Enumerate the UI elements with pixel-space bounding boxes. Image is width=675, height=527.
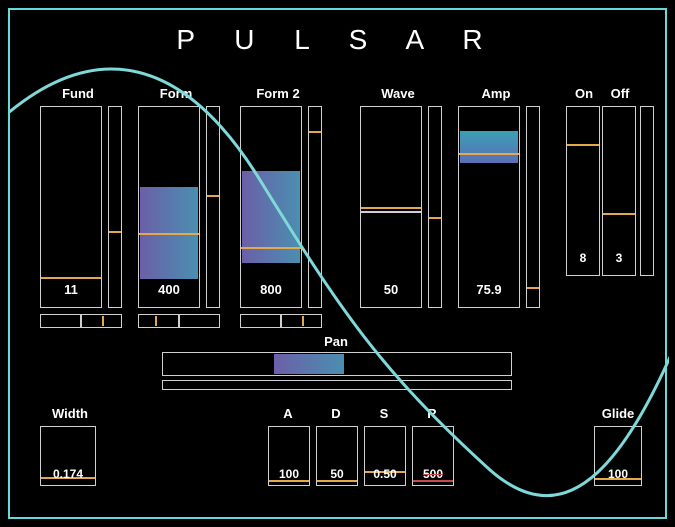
amp-fill (460, 131, 518, 163)
off-value: 3 (603, 251, 635, 265)
adsr-s-value: 0.50 (369, 467, 401, 481)
adsr-s-label: S (369, 406, 399, 421)
adsr-r-box[interactable]: 500 (412, 426, 454, 486)
adsr-d-box[interactable]: 50 (316, 426, 358, 486)
on-indicator (567, 144, 599, 146)
on-value: 8 (567, 251, 599, 265)
adsr-d-label: D (321, 406, 351, 421)
form2-mini-left[interactable] (240, 314, 281, 328)
on-slider[interactable]: 8 (566, 106, 600, 276)
width-box[interactable]: 0.174 (40, 426, 96, 486)
fund-value: 11 (41, 282, 101, 297)
form2-fill (242, 171, 300, 263)
form2-slider[interactable]: 800 (240, 106, 302, 308)
form-indicator (139, 233, 199, 235)
form2-aux-tick (309, 131, 321, 133)
off-slider[interactable]: 3 (602, 106, 636, 276)
form2-mini-right[interactable] (281, 314, 322, 328)
amp-value: 75.9 (459, 282, 519, 297)
pan-mod-slider[interactable] (162, 380, 512, 390)
wave-aux-slider[interactable] (428, 106, 442, 308)
width-value: 0.174 (45, 467, 91, 481)
adsr-a-box[interactable]: 100 (268, 426, 310, 486)
adsr-a-label: A (273, 406, 303, 421)
form-slider[interactable]: 400 (138, 106, 200, 308)
fund-mini-right[interactable] (81, 314, 122, 328)
adsr-s-box[interactable]: 0.50 (364, 426, 406, 486)
wave-slider[interactable]: 50 (360, 106, 422, 308)
fund-mini-left[interactable] (40, 314, 81, 328)
width-label: Width (40, 406, 100, 421)
fund-indicator (41, 277, 101, 279)
form-value: 400 (139, 282, 199, 297)
amp-slider[interactable]: 75.9 (458, 106, 520, 308)
form-mini-tick (155, 316, 157, 326)
form2-mini-tick (302, 316, 304, 326)
amp-indicator (459, 153, 519, 155)
fund-aux-slider[interactable] (108, 106, 122, 308)
form-mini-left[interactable] (138, 314, 179, 328)
wave-value: 50 (361, 282, 421, 297)
amp-aux-slider[interactable] (526, 106, 540, 308)
pan-slider[interactable] (162, 352, 512, 376)
form2-value: 800 (241, 282, 301, 297)
wave-indicator (361, 207, 421, 209)
wave-indicator-2 (361, 211, 421, 213)
fund-aux-tick (109, 231, 121, 233)
adsr-r-value: 500 (417, 467, 449, 481)
adsr-r-label: R (417, 406, 447, 421)
fund-mini-tick (102, 316, 104, 326)
form-aux-slider[interactable] (206, 106, 220, 308)
form2-aux-slider[interactable] (308, 106, 322, 308)
amp-aux-tick (527, 287, 539, 289)
app-title: P U L S A R (10, 24, 665, 56)
wave-aux-tick (429, 217, 441, 219)
synth-panel: P U L S A R Fund 11 Form 400 Form 2 800 … (8, 8, 667, 519)
wave-label: Wave (358, 86, 438, 101)
glide-box[interactable]: 100 (594, 426, 642, 486)
form2-label: Form 2 (238, 86, 318, 101)
glide-value: 100 (599, 467, 637, 481)
form-label: Form (136, 86, 216, 101)
fund-slider[interactable]: 11 (40, 106, 102, 308)
off-indicator (603, 213, 635, 215)
adsr-d-value: 50 (321, 467, 353, 481)
pan-fill (274, 354, 344, 374)
fund-label: Fund (38, 86, 118, 101)
on-label: On (564, 86, 604, 101)
amp-label: Amp (456, 86, 536, 101)
form-mini-right[interactable] (179, 314, 220, 328)
off-label: Off (600, 86, 640, 101)
form-aux-tick (207, 195, 219, 197)
adsr-a-value: 100 (273, 467, 305, 481)
form2-indicator (241, 247, 301, 249)
glide-label: Glide (588, 406, 648, 421)
pan-label: Pan (286, 334, 386, 349)
onoff-aux-slider[interactable] (640, 106, 654, 276)
